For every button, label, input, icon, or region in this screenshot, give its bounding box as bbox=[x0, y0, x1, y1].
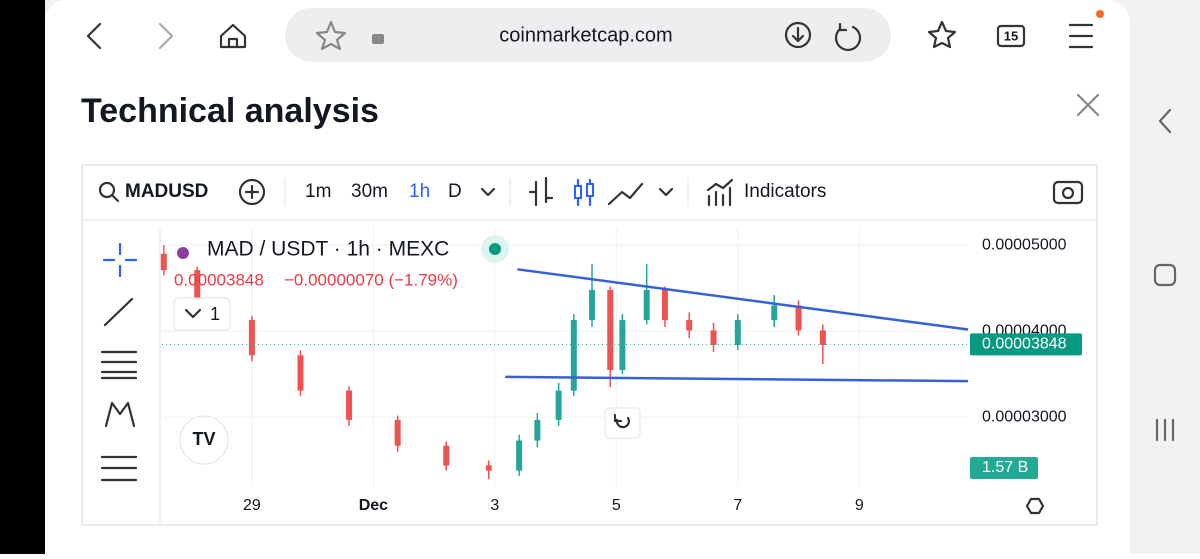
collapse-button[interactable] bbox=[173, 297, 231, 331]
candle-body bbox=[297, 355, 304, 391]
forward-button[interactable] bbox=[158, 22, 174, 50]
last-price-label: 0.00003848 bbox=[982, 336, 1067, 353]
chart-frame bbox=[81, 164, 1098, 526]
candle-body bbox=[589, 289, 596, 321]
reset-button[interactable] bbox=[604, 407, 641, 439]
candle-body bbox=[710, 330, 717, 346]
reload-button[interactable] bbox=[834, 22, 862, 51]
candle-body bbox=[795, 305, 802, 331]
candle-body bbox=[160, 253, 167, 271]
url-bar[interactable] bbox=[285, 8, 891, 62]
volume-label: 1.57 B bbox=[982, 459, 1028, 476]
reset-icon bbox=[613, 413, 630, 429]
style-dropdown[interactable] bbox=[658, 187, 674, 197]
menu-badge bbox=[1096, 10, 1104, 18]
candle-body bbox=[443, 445, 450, 466]
settings-button[interactable] bbox=[1025, 497, 1045, 515]
menu-button[interactable] bbox=[1068, 23, 1094, 49]
symbol[interactable]: MADUSD bbox=[125, 181, 208, 202]
x-tick-label: 7 bbox=[733, 497, 742, 514]
back-button[interactable] bbox=[86, 22, 102, 50]
candle-body bbox=[607, 289, 614, 370]
bookmarks-button[interactable] bbox=[927, 20, 957, 49]
candle-icon bbox=[586, 183, 594, 197]
candle-body bbox=[485, 465, 492, 471]
indicators-icon[interactable] bbox=[706, 178, 734, 207]
y-tick-label: 0.00003000 bbox=[982, 409, 1067, 426]
y-tick-label: 0.00005000 bbox=[982, 236, 1067, 253]
nav-recents[interactable] bbox=[1155, 418, 1175, 442]
candle-body bbox=[734, 320, 741, 346]
prediction-tool[interactable] bbox=[100, 455, 138, 482]
legend-price: 0.00003848 bbox=[174, 270, 264, 289]
interval[interactable]: 1m bbox=[305, 181, 331, 202]
bookmark-icon[interactable] bbox=[315, 20, 347, 51]
candle-body bbox=[394, 419, 401, 446]
x-tick-label: Dec bbox=[359, 497, 388, 514]
interval-dropdown[interactable] bbox=[480, 187, 496, 197]
candle-icon bbox=[574, 185, 582, 199]
tabs-button[interactable] bbox=[996, 24, 1026, 48]
x-tick-label: 5 bbox=[612, 497, 621, 514]
fib-tool[interactable] bbox=[100, 350, 138, 380]
candle-body bbox=[643, 289, 650, 321]
interval[interactable]: D bbox=[448, 181, 462, 202]
compare-button[interactable] bbox=[238, 178, 266, 206]
tab-count: 15 bbox=[1004, 28, 1018, 43]
plus bbox=[244, 184, 260, 200]
chevron bbox=[184, 308, 202, 319]
x-tick-label: 29 bbox=[243, 497, 261, 514]
candle-body bbox=[346, 390, 353, 420]
close-button[interactable] bbox=[1076, 93, 1100, 117]
candle-body bbox=[194, 270, 201, 321]
trendline-tool[interactable] bbox=[103, 297, 134, 327]
legend-change: −0.00000070 (−1.79%) bbox=[284, 270, 458, 289]
x-tick-label: 3 bbox=[490, 497, 499, 514]
coin-icon bbox=[177, 247, 189, 259]
download-arrow bbox=[791, 26, 805, 43]
last-price-tag bbox=[970, 333, 1082, 356]
candle-body bbox=[516, 440, 523, 471]
tv-logo-text: TV bbox=[192, 429, 215, 449]
download-button[interactable] bbox=[784, 21, 812, 49]
collapse-count: 1 bbox=[210, 304, 220, 324]
home-button[interactable] bbox=[219, 23, 247, 49]
trendline bbox=[505, 375, 969, 383]
url-text: coinmarketcap.com bbox=[499, 24, 672, 46]
search-handle bbox=[110, 193, 120, 203]
interval[interactable]: 30m bbox=[351, 181, 388, 202]
candle-body bbox=[819, 330, 826, 346]
candle-body bbox=[686, 320, 693, 331]
candle-body bbox=[661, 289, 668, 321]
x-tick-label: 9 bbox=[855, 497, 864, 514]
candle-body bbox=[555, 390, 562, 420]
candle-body bbox=[248, 320, 255, 356]
tv-logo bbox=[179, 415, 229, 465]
lock-icon bbox=[372, 34, 384, 44]
candle-body bbox=[570, 320, 577, 391]
panel-title: Technical analysis bbox=[81, 92, 379, 130]
trendline bbox=[517, 268, 969, 331]
nav-back[interactable] bbox=[1158, 108, 1172, 134]
candle-body bbox=[771, 305, 778, 321]
volume-tag bbox=[970, 457, 1038, 479]
interval[interactable]: 1h bbox=[409, 181, 430, 202]
edge bbox=[0, 0, 45, 554]
crosshair-tool[interactable] bbox=[102, 242, 138, 278]
search-icon[interactable] bbox=[98, 181, 116, 199]
indicators-button[interactable]: Indicators bbox=[744, 181, 826, 202]
bars-style[interactable] bbox=[528, 176, 554, 207]
area-style[interactable] bbox=[607, 182, 644, 206]
candle-body bbox=[534, 419, 541, 441]
legend-pair: MAD / USDT · 1h · MEXC bbox=[207, 238, 449, 261]
candle-body bbox=[619, 320, 626, 370]
market-dot bbox=[489, 243, 501, 255]
nav-home[interactable] bbox=[1153, 263, 1177, 287]
snapshot-button[interactable] bbox=[1052, 180, 1084, 205]
lens bbox=[1061, 186, 1075, 200]
pattern-tool[interactable] bbox=[104, 401, 136, 428]
